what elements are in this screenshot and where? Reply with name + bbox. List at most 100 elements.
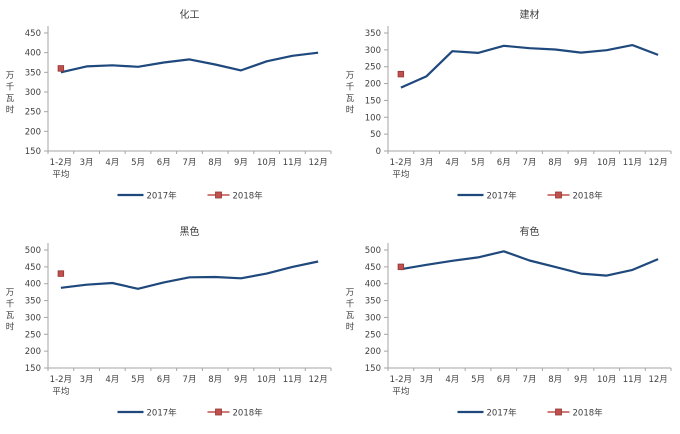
x-tick-label: 3月 [420, 375, 434, 385]
x-tick-label: 9月 [234, 375, 248, 385]
x-tick-label: 3月 [420, 158, 434, 168]
x-tick-label: 5月 [471, 158, 485, 168]
legend-2018-marker [555, 191, 562, 199]
legend-2018-label: 2018年 [233, 408, 264, 419]
chart-panel-jiancai: 建材 350 300 250 200 150 100 50 0 1-2月 平均 3月 4月 5月 6月 7月… [340, 0, 680, 217]
x-tick-label: 平均 [52, 169, 69, 180]
legend: 2017年 2018年 [457, 408, 603, 419]
legend-2017-label: 2017年 [487, 191, 518, 202]
legend-2017-label: 2017年 [147, 408, 178, 419]
x-tick-label: 10月 [597, 158, 616, 168]
y-tick-label: 350 [365, 29, 381, 39]
x-tick-label: 6月 [497, 375, 511, 385]
x-tick-label: 8月 [548, 158, 562, 168]
x-tick-label: 11月 [283, 158, 302, 168]
series-2017-line [400, 44, 659, 89]
x-tick-label: 9月 [574, 375, 588, 385]
x-tick-label: 1-2月 [390, 158, 412, 168]
x-tick-label: 平均 [392, 386, 409, 397]
legend-2018-label: 2018年 [573, 191, 604, 202]
y-tick-label: 350 [25, 297, 41, 307]
legend-2017-label: 2017年 [487, 408, 518, 419]
legend-2018-marker [555, 408, 562, 416]
y-tick-label: 250 [25, 108, 41, 118]
x-tick-label: 5月 [471, 375, 485, 385]
legend: 2017年 2018年 [117, 408, 264, 419]
x-tick-label: 7月 [523, 158, 537, 168]
chart-title: 黑色 [179, 227, 200, 238]
y-tick-label: 0 [376, 147, 381, 157]
x-tick-label: 4月 [105, 158, 119, 168]
x-tick-label: 1-2月 [50, 158, 72, 168]
y-axis-title-char: 瓦 [346, 311, 355, 321]
y-tick-label: 200 [25, 347, 41, 357]
series-2017-line [400, 250, 659, 277]
y-tick-label: 400 [25, 280, 41, 290]
x-tick-label: 4月 [445, 158, 459, 168]
y-tick-label: 350 [25, 68, 41, 78]
legend-2018-label: 2018年 [233, 191, 264, 202]
legend-2017-label: 2017年 [147, 191, 178, 202]
y-tick-label: 200 [365, 347, 381, 357]
y-tick-label: 150 [25, 364, 41, 374]
series-2018-marker [57, 270, 65, 277]
y-axis-title-char: 瓦 [6, 311, 15, 321]
series-2017-line [60, 260, 319, 290]
y-tick-label: 200 [365, 80, 381, 90]
x-tick-label: 4月 [105, 375, 119, 385]
x-tick-label: 7月 [523, 375, 537, 385]
x-tick-label: 10月 [257, 158, 276, 168]
y-axis-title-char: 万 [6, 288, 15, 298]
y-axis-title-char: 千 [6, 298, 15, 309]
chart-title: 建材 [519, 10, 540, 21]
chart-title: 有色 [519, 227, 540, 238]
y-tick-label: 400 [25, 49, 41, 59]
y-axis-title-char: 千 [6, 81, 15, 92]
x-tick-label: 9月 [234, 158, 248, 168]
y-tick-label: 400 [365, 280, 381, 290]
y-tick-label: 200 [25, 127, 41, 137]
chart-panel-huagong: 化工 450 400 350 300 250 200 150 1-2月 平均 3月 4月 5月 6月 7月… [0, 0, 340, 217]
y-tick-label: 100 [365, 113, 381, 123]
x-tick-label: 平均 [52, 386, 69, 397]
x-tick-label: 6月 [157, 158, 171, 168]
legend-2018-marker [215, 191, 222, 199]
y-tick-label: 150 [25, 147, 41, 157]
chart-panel-heise: 黑色 500 450 400 350 300 250 200 150 1-2月 平均 3月 4月 5月 6… [0, 217, 340, 434]
y-axis-title-char: 时 [346, 104, 355, 115]
x-tick-label: 5月 [131, 158, 145, 168]
y-tick-label: 150 [365, 96, 381, 106]
y-axis-title-char: 万 [346, 71, 355, 81]
x-tick-label: 9月 [574, 158, 588, 168]
y-axis-title-char: 万 [6, 71, 15, 81]
legend: 2017年 2018年 [117, 191, 264, 202]
y-axis-title-char: 瓦 [346, 94, 355, 104]
y-tick-label: 250 [25, 330, 41, 340]
x-tick-label: 10月 [597, 375, 616, 385]
y-tick-label: 300 [365, 46, 381, 56]
y-tick-label: 300 [25, 313, 41, 323]
x-tick-label: 平均 [392, 169, 409, 180]
series-2018-marker [397, 263, 405, 271]
x-tick-label: 12月 [648, 158, 667, 168]
x-tick-label: 3月 [80, 375, 94, 385]
x-tick-label: 11月 [283, 375, 302, 385]
x-tick-label: 1-2月 [50, 375, 72, 385]
x-tick-label: 6月 [497, 158, 511, 168]
y-tick-label: 250 [365, 330, 381, 340]
y-tick-label: 250 [365, 63, 381, 73]
x-tick-label: 1-2月 [390, 375, 412, 385]
chart-title: 化工 [179, 10, 200, 21]
x-tick-label: 8月 [208, 375, 222, 385]
y-axis-title-char: 千 [346, 298, 355, 309]
series-2018-marker [57, 65, 65, 72]
series-2017-line [60, 51, 319, 74]
y-axis-title-char: 万 [346, 288, 355, 298]
y-axis-title-char: 瓦 [6, 94, 15, 104]
y-tick-label: 500 [25, 246, 41, 256]
x-tick-label: 8月 [208, 158, 222, 168]
